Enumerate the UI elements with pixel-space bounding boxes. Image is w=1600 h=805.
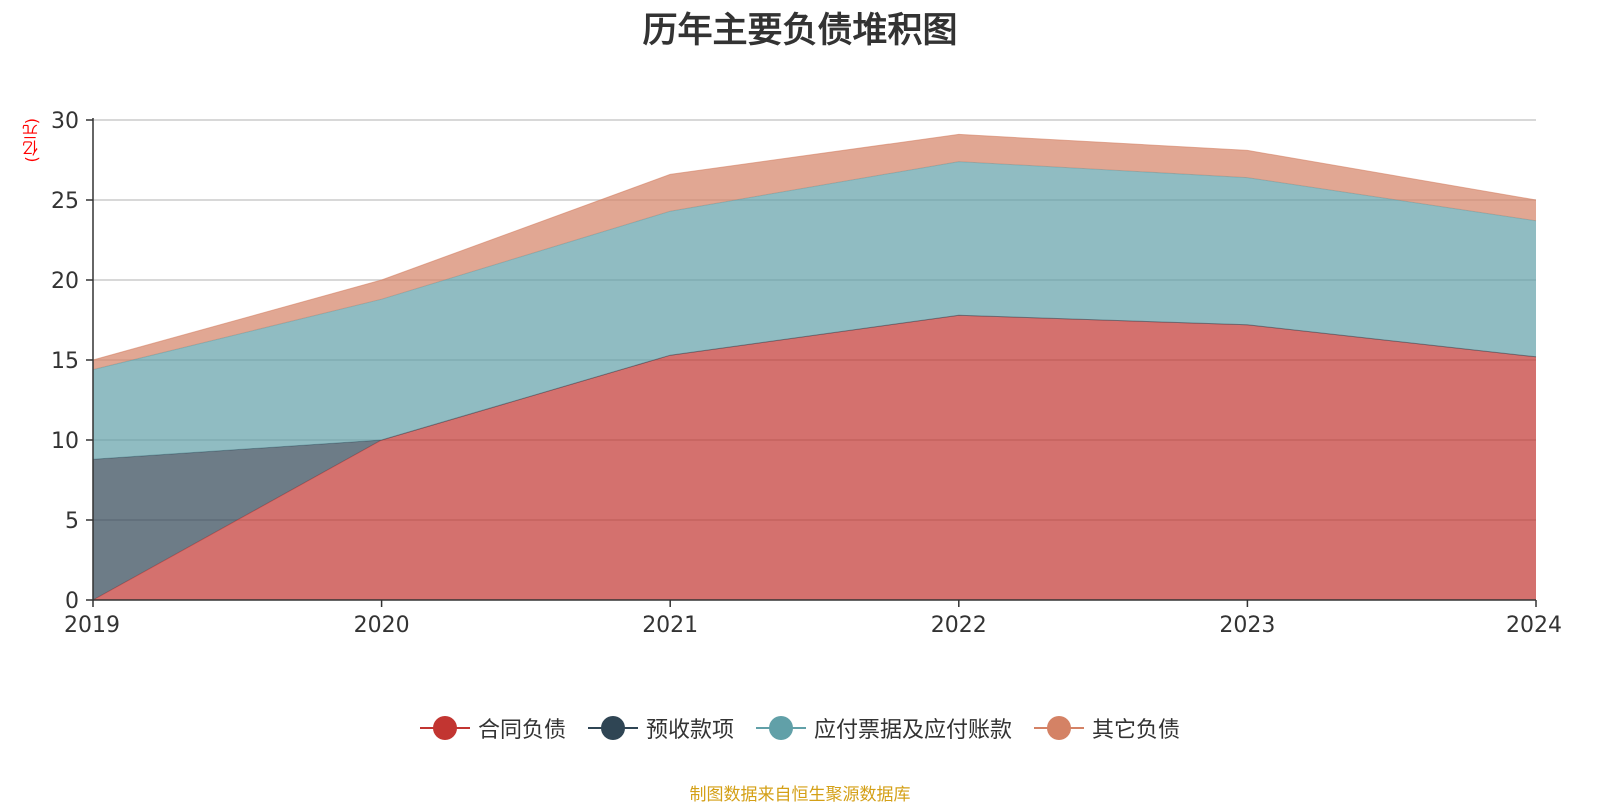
y-tick-label: 5 [65, 509, 79, 534]
series-line-3 [92, 133, 1537, 361]
legend-item[interactable]: 应付票据及应付账款 [756, 712, 1012, 744]
legend-item[interactable]: 预收款项 [587, 712, 734, 744]
y-tick-label: 0 [65, 589, 79, 614]
legend-marker-icon [419, 714, 470, 742]
legend-label: 预收款项 [645, 718, 734, 743]
x-tick-label: 2019 [64, 613, 120, 638]
area-series-3 [93, 134, 1536, 370]
chart-title: 历年主要负债堆积图 [642, 11, 958, 51]
y-tick-label: 15 [51, 349, 79, 374]
legend-item[interactable]: 其它负债 [1034, 712, 1180, 744]
source-note: 制图数据来自恒生聚源数据库 [689, 785, 911, 805]
x-tick-label: 2023 [1219, 613, 1275, 638]
axes: 0 5 10 15 20 25 30 2019 2020 2021 2022 2023 2024 [51, 109, 1562, 638]
y-tick-label: 20 [51, 269, 79, 294]
stacked-areas [92, 133, 1537, 601]
legend-marker-icon [587, 714, 638, 742]
x-tick-label: 2024 [1506, 613, 1562, 638]
legend-item[interactable]: 合同负债 [419, 712, 566, 744]
chart-plot-area: 0 5 10 15 20 25 30 2019 2020 2021 2022 2023 2024 [51, 109, 1562, 638]
legend: 合同负债 预收款项 应付票据及应付账款 其它负债 [0, 712, 1600, 744]
area-series-0 [93, 315, 1536, 600]
y-tick-label: 30 [51, 109, 79, 134]
y-tick-label: 10 [51, 429, 79, 454]
legend-label: 应付票据及应付账款 [814, 718, 1013, 743]
x-tick-label: 2020 [354, 613, 410, 638]
x-tick-label: 2022 [931, 613, 987, 638]
x-tick-label: 2021 [642, 613, 698, 638]
area-series-2 [93, 161, 1536, 460]
legend-label: 其它负债 [1092, 718, 1181, 743]
legend-label: 合同负债 [477, 718, 566, 743]
y-tick-label: 25 [51, 189, 79, 214]
legend-marker-icon [756, 714, 806, 742]
legend-marker-icon [1034, 714, 1085, 742]
